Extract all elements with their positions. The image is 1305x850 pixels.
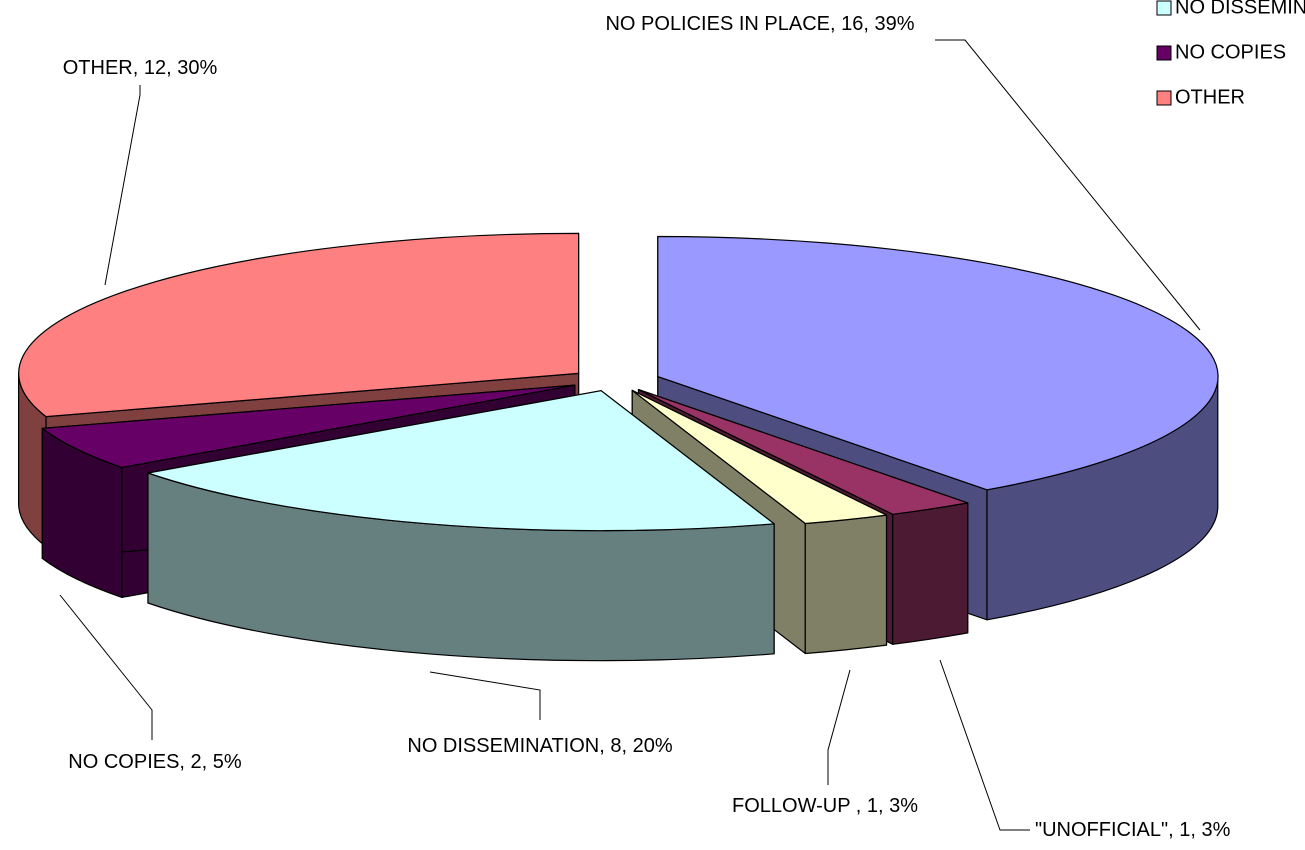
legend-label: NO COPIES: [1175, 41, 1286, 63]
data-label: OTHER, 12, 30%: [62, 57, 218, 79]
slice-top: [637, 388, 969, 515]
slice-top: [147, 390, 775, 532]
data-label: NO COPIES, 2, 5%: [68, 751, 242, 773]
data-label: "UNOFFICIAL", 1, 3%: [1035, 819, 1231, 841]
leader-line: [935, 39, 1201, 331]
slice-top: [18, 232, 580, 418]
leader-line: [59, 594, 153, 740]
slice-top: [631, 389, 888, 525]
slice-side: [804, 514, 888, 655]
data-label: NO DISSEMINATION, 8, 20%: [407, 735, 673, 757]
legend-swatch: [1156, 90, 1172, 106]
slice-top: [657, 235, 1219, 491]
leader-line: [827, 669, 851, 785]
leader-line: [939, 659, 1030, 831]
legend-swatch: [1156, 0, 1172, 16]
data-label: NO POLICIES IN PLACE, 16, 39%: [605, 13, 915, 35]
legend-label: NO DISSEMINATION: [1175, 0, 1305, 18]
data-label: FOLLOW-UP , 1, 3%: [732, 795, 918, 817]
leader-line: [104, 85, 141, 286]
slice-side: [892, 502, 969, 645]
leader-line: [429, 671, 541, 720]
legend-swatch: [1156, 45, 1172, 61]
legend-label: OTHER: [1175, 86, 1245, 108]
slice-top: [41, 384, 576, 468]
